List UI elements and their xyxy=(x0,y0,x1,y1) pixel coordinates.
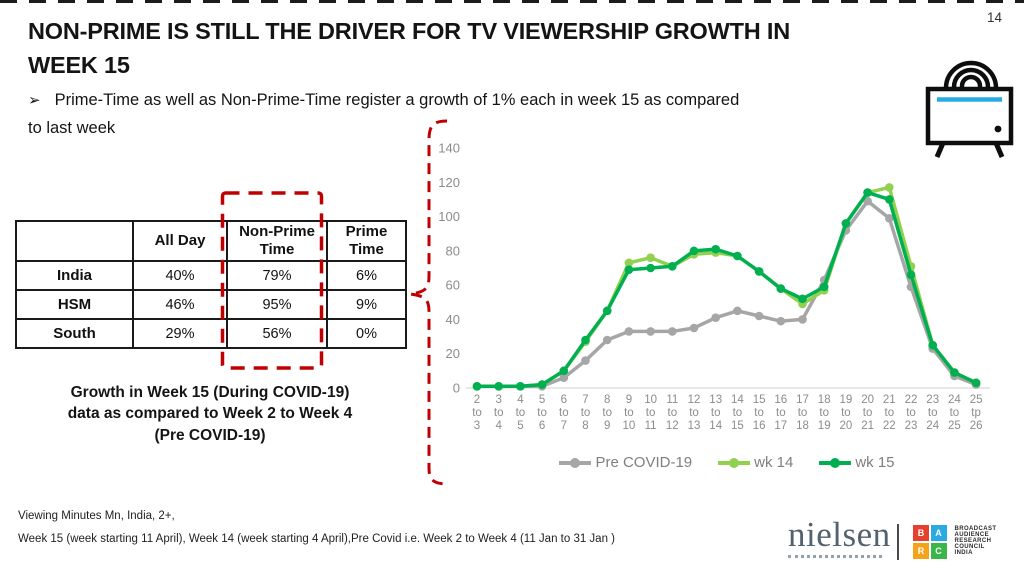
nielsen-dots xyxy=(788,555,882,558)
cell-value: 6% xyxy=(326,260,407,291)
row-label: India xyxy=(15,260,134,291)
chart-legend: Pre COVID-19 wk 14 wk 15 xyxy=(430,454,1024,471)
header-prime-time: Prime Time xyxy=(326,220,407,262)
svg-text:140: 140 xyxy=(438,141,460,156)
table-caption: Growth in Week 15 (During COVID-19) data… xyxy=(67,384,353,444)
cell-value: 46% xyxy=(132,289,228,320)
slide-title-line1: NON-PRIME IS STILL THE DRIVER FOR TV VIE… xyxy=(28,18,790,44)
barc-logo: B A R C BROADCAST AUDIENCE RESEARCH COUN… xyxy=(913,525,996,559)
tv-wifi-icon xyxy=(925,60,1014,158)
cell-value: 9% xyxy=(326,289,407,320)
legend-label: wk 15 xyxy=(855,454,895,471)
cell-value: 0% xyxy=(326,318,407,349)
svg-text:100: 100 xyxy=(438,209,460,224)
barc-text: BROADCAST AUDIENCE RESEARCH COUNCIL INDI… xyxy=(954,526,997,556)
footer-note-line1: Viewing Minutes Mn, India, 2+, xyxy=(18,510,175,522)
legend-dot-marker xyxy=(570,457,581,468)
barc-square-r: R xyxy=(913,542,929,559)
legend-line-marker xyxy=(718,457,751,468)
svg-text:0: 0 xyxy=(453,381,460,396)
svg-text:20: 20 xyxy=(446,346,460,361)
cell-value: 95% xyxy=(226,289,328,320)
footer-note-line2: Week 15 (week starting 11 April), Week 1… xyxy=(18,533,616,545)
header-non-prime-time: Non-Prime Time xyxy=(226,220,328,262)
barc-square-c: C xyxy=(930,542,947,559)
barc-square-b: B xyxy=(913,525,929,541)
slide-title-line2: WEEK 15 xyxy=(28,52,130,79)
logo-separator xyxy=(897,524,899,560)
svg-text:120: 120 xyxy=(438,175,460,190)
legend-item-wk15: wk 15 xyxy=(819,454,895,471)
svg-text:40: 40 xyxy=(446,312,460,327)
header-empty xyxy=(15,220,134,262)
cell-value: 56% xyxy=(226,318,328,349)
viewership-line-chart: 0 20 40 60 80 100 120 140 2 to 3 3 to 4 4 to 5 5 to 6 6 to 7 7 t… xyxy=(430,113,1024,491)
top-dashed-border xyxy=(0,0,1024,3)
page-number: 14 xyxy=(986,10,1002,25)
cell-value: 29% xyxy=(132,318,228,349)
header-all-day: All Day xyxy=(132,220,228,262)
table-row-india: India 40% 79% 6% xyxy=(15,260,407,291)
table-row-south: South 29% 56% 0% xyxy=(15,318,407,349)
row-label: South xyxy=(15,318,134,349)
barc-square-a: A xyxy=(930,525,947,541)
cell-value: 40% xyxy=(132,260,228,291)
legend-item-wk14: wk 14 xyxy=(718,454,793,471)
barc-grid: B A R C xyxy=(913,525,947,559)
bullet-text-line1: Prime-Time as well as Non-Prime-Time reg… xyxy=(54,91,740,109)
bullet-text-line2: to last week xyxy=(28,119,116,138)
legend-label: Pre COVID-19 xyxy=(595,454,693,471)
legend-dot-marker xyxy=(830,457,841,468)
nielsen-wordmark: nielsen xyxy=(788,515,891,554)
legend-item-pre-covid: Pre COVID-19 xyxy=(559,454,692,471)
row-label: HSM xyxy=(15,289,134,320)
legend-line-marker xyxy=(559,457,592,468)
growth-table-header-row: All Day Non-Prime Time Prime Time xyxy=(15,220,407,262)
chart-plot-area: 0 20 40 60 80 100 120 140 2 to 3 3 to 4 4 to 5 5 to 6 6 to 7 7 t… xyxy=(438,141,990,432)
legend-line-marker xyxy=(819,457,852,468)
bullet-point: ➢ Prime-Time as well as Non-Prime-Time re… xyxy=(28,86,928,142)
table-row-hsm: HSM 46% 95% 9% xyxy=(15,289,407,320)
slide-title: NON-PRIME IS STILL THE DRIVER FOR TV VIE… xyxy=(28,14,968,82)
cell-value: 79% xyxy=(226,260,328,291)
nielsen-logo: nielsen xyxy=(788,515,891,558)
svg-text:80: 80 xyxy=(446,243,460,258)
legend-dot-marker xyxy=(729,457,740,468)
svg-text:60: 60 xyxy=(446,278,460,293)
bullet-arrow-icon: ➢ xyxy=(28,92,41,109)
growth-table: All Day Non-Prime Time Prime Time India … xyxy=(15,220,407,349)
legend-label: wk 14 xyxy=(754,454,794,471)
